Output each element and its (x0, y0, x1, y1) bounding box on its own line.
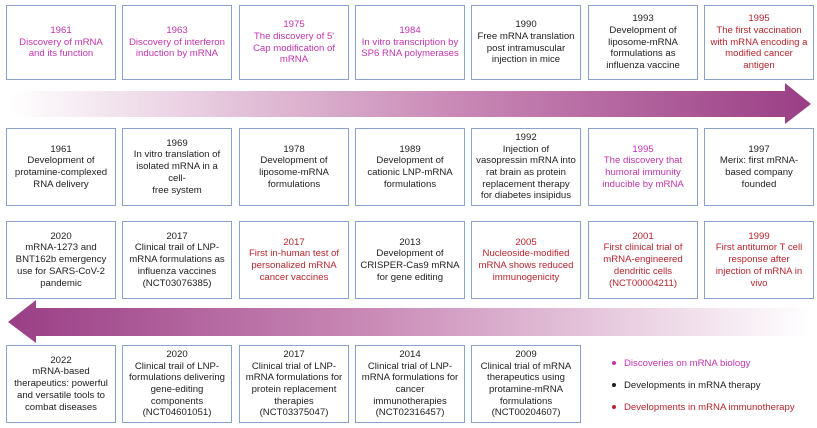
legend: Discoveries on mRNA biology Developments… (612, 352, 795, 418)
timeline-box: 1978 Development of liposome-mRNA formul… (239, 128, 349, 206)
legend-dot-immunotherapy (612, 405, 616, 409)
timeline-box: 1995 The first vaccination with mRNA enc… (704, 5, 814, 80)
timeline-box: 1984 In vitro transcription by SP6 RNA p… (355, 5, 465, 80)
timeline-box: 2020 Clinical trail of LNP- formulations… (122, 345, 232, 423)
legend-item-discoveries: Discoveries on mRNA biology (612, 352, 795, 374)
arrow-left (8, 300, 811, 343)
timeline-box: 2014 Clinical trial of LNP- mRNA formula… (355, 345, 465, 423)
timeline-box: 1990 Free mRNA translation post intramus… (471, 5, 581, 80)
timeline-box: 2022 mRNA-based therapeutics: powerful a… (6, 345, 116, 423)
timeline-box: 1992 Injection of vasopressin mRNA into … (471, 128, 581, 206)
legend-dot-discoveries (612, 361, 616, 365)
timeline-box: 1961 Development of protamine-complexed … (6, 128, 116, 206)
timeline-box: 2017 Clinical trial of LNP- mRNA formula… (239, 345, 349, 423)
timeline-box: 2017 Clinical trail of LNP- mRNA formula… (122, 221, 232, 299)
timeline-box: 1969 In vitro translation of isolated mR… (122, 128, 232, 206)
arrow-right (10, 83, 811, 124)
timeline-box: 1961 Discovery of mRNA and its function (6, 5, 116, 80)
timeline-box: 2009 Clinical trial of mRNA therapeutics… (471, 345, 581, 423)
legend-label-immunotherapy: Developments in mRNA immunotherapy (624, 401, 795, 413)
legend-label-discoveries: Discoveries on mRNA biology (624, 357, 751, 369)
legend-item-therapy: Developments in mRNA therapy (612, 374, 795, 396)
timeline-box: 2013 Development of CRISPER-Cas9 mRNA fo… (355, 221, 465, 299)
timeline-box: 2001 First clinical trial of mRNA-engine… (588, 221, 698, 299)
timeline-box: 1993 Development of liposome-mRNA formul… (588, 5, 698, 80)
timeline-box: 1975 The discovery of 5' Cap modificatio… (239, 5, 349, 80)
legend-dot-therapy (612, 383, 616, 387)
timeline-box: 2017 First in-human test of personalized… (239, 221, 349, 299)
timeline-box: 2020 mRNA-1273 and BNT162b emergency use… (6, 221, 116, 299)
timeline-box: 2005 Nucleoside-modified mRNA shows redu… (471, 221, 581, 299)
timeline-box: 1995 The discovery that humoral immunity… (588, 128, 698, 206)
timeline-box: 1999 First antitumor T cell response aft… (704, 221, 814, 299)
timeline-box: 1963 Discovery of interferon induction b… (122, 5, 232, 80)
legend-label-therapy: Developments in mRNA therapy (624, 379, 761, 391)
timeline-box: 1989 Development of cationic LNP-mRNA fo… (355, 128, 465, 206)
legend-item-immunotherapy: Developments in mRNA immunotherapy (612, 396, 795, 418)
timeline-box: 1997 Merix: first mRNA- based company fo… (704, 128, 814, 206)
